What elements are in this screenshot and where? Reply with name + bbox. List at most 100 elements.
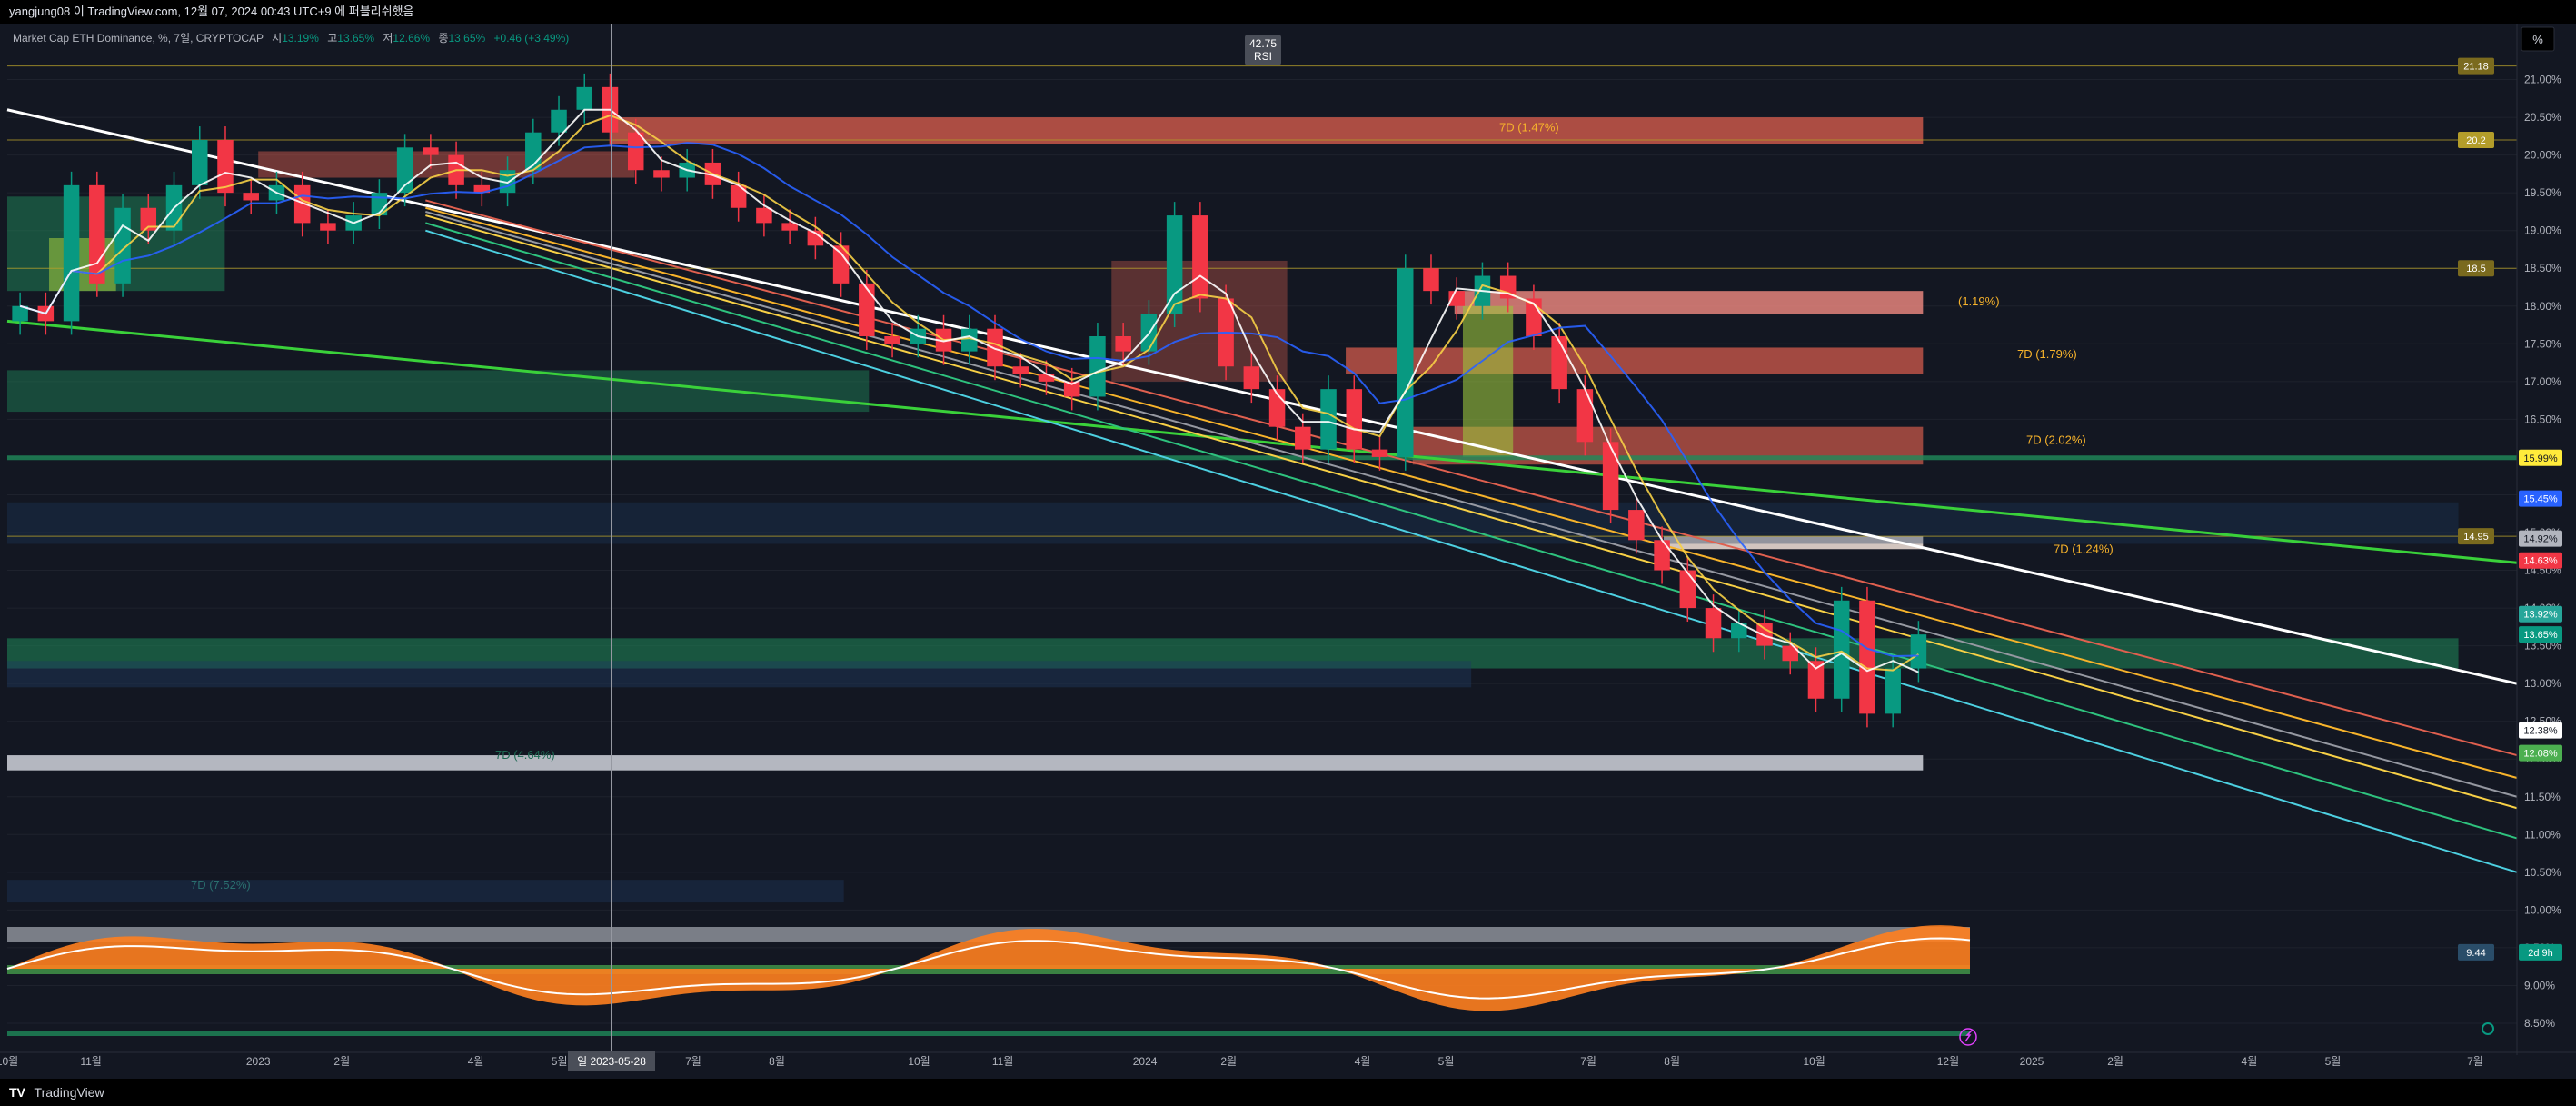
candle-body bbox=[1346, 389, 1363, 450]
candle-body bbox=[1628, 510, 1645, 541]
candle-body bbox=[1115, 336, 1131, 352]
candle-body bbox=[140, 207, 157, 231]
crosshair-date-tag: 일 2023-05-28 bbox=[568, 1051, 655, 1071]
trendline bbox=[425, 206, 2518, 779]
candle-body bbox=[1679, 570, 1696, 609]
candle-body bbox=[1833, 600, 1850, 699]
trendline bbox=[425, 210, 2518, 798]
candle-body bbox=[627, 132, 644, 171]
candle-body bbox=[1397, 268, 1414, 457]
price-axis-tag bbox=[2458, 528, 2494, 545]
price-tick-label: 13.00% bbox=[2524, 677, 2561, 690]
legend-symbol-text: Market Cap ETH Dominance, %, 7일, CRYPTOC… bbox=[13, 32, 264, 45]
price-tick-label: 19.00% bbox=[2524, 224, 2561, 237]
price-tick-label: 9.00% bbox=[2524, 979, 2555, 991]
time-tick-label: 10월 bbox=[908, 1055, 930, 1068]
price-chart[interactable]: 7D (1.47%) (1.19%) 7D (1.79%) 7D (2.02%) 7D … bbox=[0, 24, 2576, 1079]
demand-zone bbox=[7, 638, 2459, 669]
legend-close-label: 종 bbox=[438, 32, 448, 45]
candle-body bbox=[884, 336, 900, 344]
time-axis[interactable]: 10월 11월 2023 2월 4월 5월 7월 8월 10월 11월 2024 2월 4월 5월 7월 8월… bbox=[0, 1051, 2576, 1068]
price-axis-tag bbox=[2519, 626, 2562, 643]
candle-body bbox=[1731, 623, 1747, 639]
price-axis[interactable]: 21.00% 20.50% 20.00% 19.50% 19.00% 18.50% 18.0… bbox=[2458, 24, 2562, 1055]
chart-background bbox=[0, 24, 2576, 1079]
candle-body bbox=[63, 184, 80, 322]
price-axis-tag-value: 15.99% bbox=[2523, 453, 2558, 464]
candle-body bbox=[576, 86, 593, 110]
candle-body bbox=[1038, 374, 1055, 382]
time-tick-label: 2025 bbox=[2020, 1055, 2044, 1068]
rsi-label: RSI bbox=[1254, 50, 1272, 63]
range-zone bbox=[7, 880, 844, 903]
candle-body bbox=[1012, 366, 1029, 374]
time-tick-label: 2023 bbox=[246, 1055, 271, 1068]
price-axis-tag-value: 20.2 bbox=[2466, 135, 2485, 146]
price-axis-tag bbox=[2458, 260, 2494, 277]
trendline bbox=[425, 222, 2518, 840]
zone-label: 7D (7.52%) bbox=[191, 878, 251, 892]
price-axis-tag bbox=[2519, 605, 2562, 623]
highlight-zone bbox=[1462, 305, 1514, 457]
price-tick-label: 17.00% bbox=[2524, 375, 2561, 388]
oscillator-band bbox=[7, 1031, 1970, 1036]
candle-body bbox=[1602, 442, 1619, 511]
price-axis-tag-value: 12.38% bbox=[2523, 726, 2558, 737]
time-tick-label: 2월 bbox=[1220, 1055, 1237, 1068]
price-tick-label: 21.00% bbox=[2524, 74, 2561, 86]
price-tick-label: 20.50% bbox=[2524, 111, 2561, 124]
legend-low-label: 저 bbox=[383, 32, 393, 45]
oscillator-pane bbox=[6, 925, 1971, 1036]
tradingview-logo-icon: TV bbox=[9, 1085, 25, 1100]
price-axis-tag-value: 2d 9h bbox=[2528, 948, 2553, 959]
candle-body bbox=[320, 223, 336, 231]
candle-body bbox=[1166, 215, 1183, 314]
supply-zone bbox=[609, 117, 1924, 144]
publisher-text: yangjung08 이 TradingView.com, 12월 07, 20… bbox=[9, 5, 414, 18]
legend-open-value: 13.19% bbox=[282, 32, 319, 45]
supply-demand-zones bbox=[7, 65, 2517, 903]
supply-zone bbox=[1346, 347, 1924, 374]
price-axis-tag bbox=[2458, 132, 2494, 148]
candle-body bbox=[1705, 608, 1722, 639]
moving-average-line bbox=[19, 108, 1919, 673]
settings-icon[interactable] bbox=[2482, 1022, 2494, 1035]
price-axis-tag bbox=[2519, 744, 2562, 762]
candle-body bbox=[192, 140, 208, 185]
candle-body bbox=[832, 245, 850, 284]
zone-label: 7D (1.79%) bbox=[2017, 347, 2077, 361]
demand-zone bbox=[7, 661, 1472, 688]
time-tick-label: 12월 bbox=[1937, 1055, 1959, 1068]
demand-zone bbox=[7, 755, 1924, 771]
candle-body bbox=[859, 283, 875, 336]
moving-average-line bbox=[19, 114, 1919, 672]
time-tick-label: 11월 bbox=[992, 1055, 1014, 1068]
candle-body bbox=[730, 184, 747, 208]
legend-close-value: 13.65% bbox=[448, 32, 485, 45]
price-tick-label: 18.50% bbox=[2524, 262, 2561, 274]
candle-series[interactable] bbox=[12, 73, 1927, 728]
price-tick-label: 20.00% bbox=[2524, 149, 2561, 162]
legend-open-label: 시 bbox=[272, 32, 282, 45]
zone-label: 7D (4.64%) bbox=[495, 748, 555, 762]
price-axis-tag bbox=[2519, 530, 2562, 547]
publisher-bar: yangjung08 이 TradingView.com, 12월 07, 20… bbox=[0, 0, 2576, 24]
time-tick-label: 5월 bbox=[2325, 1055, 2342, 1068]
percent-toggle-button[interactable]: % bbox=[2521, 26, 2555, 52]
candle-body bbox=[293, 184, 311, 224]
price-axis-tag-value: 14.95 bbox=[2463, 532, 2489, 543]
legend-low-value: 12.66% bbox=[393, 32, 430, 45]
zone-label: (1.19%) bbox=[1958, 294, 2000, 308]
replay-icon[interactable] bbox=[1959, 1028, 1977, 1046]
oscillator-line bbox=[6, 937, 1971, 1000]
trendline bbox=[425, 229, 2518, 873]
price-axis-tag bbox=[2519, 552, 2562, 569]
zone-label: 7D (2.02%) bbox=[2026, 433, 2086, 447]
price-axis-tag bbox=[2458, 943, 2494, 961]
candle-body bbox=[1756, 623, 1773, 646]
candle-body bbox=[961, 328, 978, 352]
candle-body bbox=[243, 193, 259, 201]
crosshair-date: 일 2023-05-28 bbox=[577, 1055, 646, 1068]
price-axis-tag-value: 21.18 bbox=[2463, 62, 2489, 73]
price-tick-label: 10.50% bbox=[2524, 866, 2561, 879]
